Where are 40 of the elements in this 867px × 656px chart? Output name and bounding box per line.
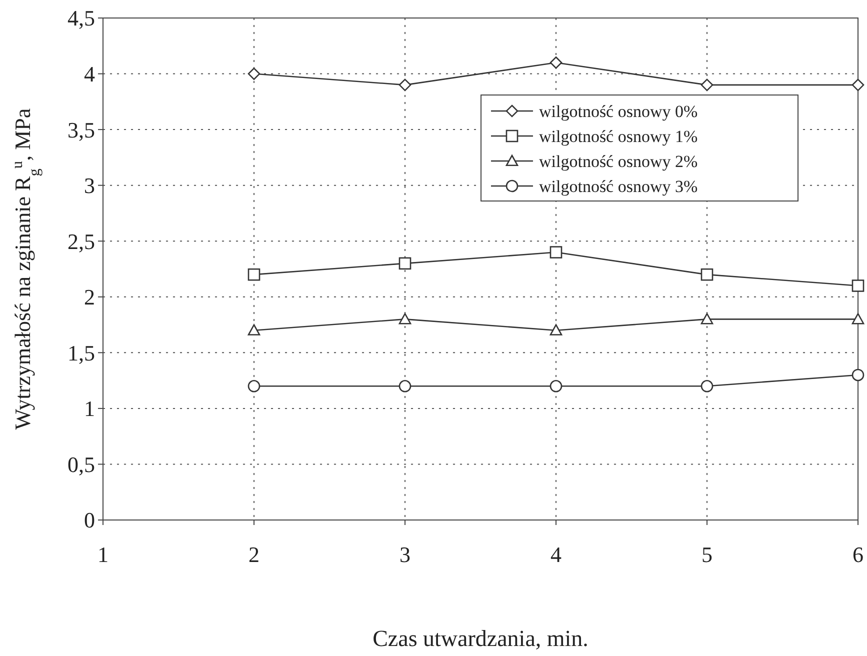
y-tick-label: 4 — [84, 61, 95, 86]
legend-label: wilgotność osnowy 0% — [539, 102, 698, 121]
y-tick-label: 1 — [84, 396, 95, 422]
y-tick-label: 0,5 — [68, 452, 95, 477]
point — [700, 268, 714, 281]
y-tick-label: 2,5 — [68, 228, 95, 254]
y-tick-label: 3 — [84, 173, 95, 198]
point — [700, 380, 714, 392]
point — [398, 257, 412, 270]
x-tick-label: 5 — [702, 542, 712, 567]
point — [550, 246, 562, 258]
point — [852, 313, 864, 324]
point — [398, 380, 412, 392]
point — [550, 380, 562, 392]
x-tick-label: 6 — [852, 542, 864, 567]
legend-label: wilgotność osnowy 1% — [539, 126, 698, 146]
x-tick-label: 4 — [550, 542, 562, 567]
point — [248, 268, 260, 281]
point — [550, 56, 562, 69]
x-tick-label: 2 — [248, 542, 260, 567]
point — [248, 324, 260, 336]
legend-label: wilgotność osnowy 2% — [539, 152, 698, 171]
point — [700, 313, 714, 324]
point — [398, 78, 412, 92]
x-tick-label: 3 — [400, 542, 410, 567]
point — [700, 78, 714, 92]
y-tick-label: 2 — [84, 284, 95, 310]
y-tick-label: 0 — [84, 508, 95, 533]
point — [248, 380, 260, 392]
point — [550, 324, 562, 336]
point — [398, 313, 412, 324]
y-tick-label: 4,5 — [68, 6, 95, 31]
point — [852, 78, 864, 92]
point — [852, 280, 864, 292]
x-axis-title: Czas utwardzania, min. — [372, 626, 588, 651]
point — [248, 68, 260, 80]
legend-label: wilgotność osnowy 3% — [539, 176, 698, 196]
point — [852, 368, 864, 382]
y-tick-label: 3,5 — [68, 117, 95, 142]
y-tick-label: 1,5 — [68, 340, 95, 366]
